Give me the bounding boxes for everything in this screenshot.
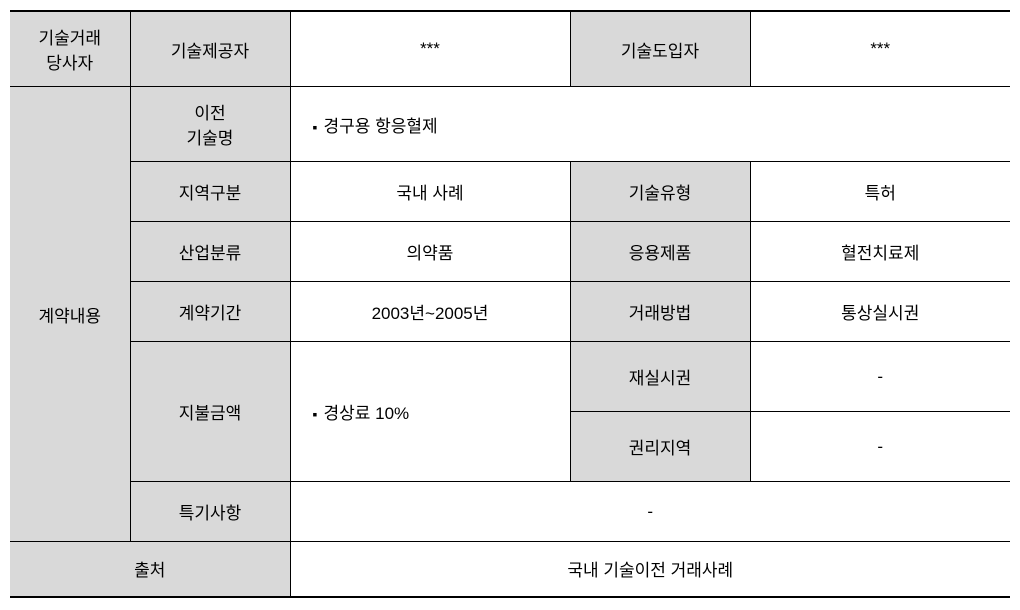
provider-label: 기술제공자 [130,11,290,87]
techname-label: 이전 기술명 [130,87,290,162]
table-row-payment-1: 지불금액 경상료 10% 재실시권 - [10,342,1010,412]
table-row-industry: 산업분류 의약품 응용제품 혈전치료제 [10,222,1010,282]
special-value: - [290,482,1010,542]
techtype-value: 특허 [750,162,1010,222]
table-row-source: 출처 국내 기술이전 거래사례 [10,542,1010,597]
table-row-period: 계약기간 2003년~2005년 거래방법 통상실시권 [10,282,1010,342]
table-row-parties: 기술거래 당사자 기술제공자 *** 기술도입자 *** [10,11,1010,87]
industry-value: 의약품 [290,222,570,282]
sublicense-value: - [750,342,1010,412]
region-label: 지역구분 [130,162,290,222]
contract-table: 기술거래 당사자 기술제공자 *** 기술도입자 *** 계약내용 이전 기술명… [10,10,1010,598]
parties-section-label: 기술거래 당사자 [10,11,130,87]
table-row-region: 지역구분 국내 사례 기술유형 특허 [10,162,1010,222]
techname-value: 경구용 항응혈제 [290,87,1010,162]
special-label: 특기사항 [130,482,290,542]
payment-value: 경상료 10% [290,342,570,482]
period-label: 계약기간 [130,282,290,342]
industry-label: 산업분류 [130,222,290,282]
method-value: 통상실시권 [750,282,1010,342]
importer-label: 기술도입자 [570,11,750,87]
table-row-special: 특기사항 - [10,482,1010,542]
provider-value: *** [290,11,570,87]
territory-label: 권리지역 [570,412,750,482]
importer-value: *** [750,11,1010,87]
payment-label: 지불금액 [130,342,290,482]
bullet-icon [313,117,324,136]
territory-value: - [750,412,1010,482]
period-value: 2003년~2005년 [290,282,570,342]
source-label: 출처 [10,542,290,597]
bullet-icon [313,404,324,423]
source-value: 국내 기술이전 거래사례 [290,542,1010,597]
sublicense-label: 재실시권 [570,342,750,412]
contract-table-container: 기술거래 당사자 기술제공자 *** 기술도입자 *** 계약내용 이전 기술명… [10,10,1010,598]
contract-section-label: 계약내용 [10,87,130,542]
application-value: 혈전치료제 [750,222,1010,282]
region-value: 국내 사례 [290,162,570,222]
application-label: 응용제품 [570,222,750,282]
techtype-label: 기술유형 [570,162,750,222]
table-row-techname: 계약내용 이전 기술명 경구용 항응혈제 [10,87,1010,162]
method-label: 거래방법 [570,282,750,342]
